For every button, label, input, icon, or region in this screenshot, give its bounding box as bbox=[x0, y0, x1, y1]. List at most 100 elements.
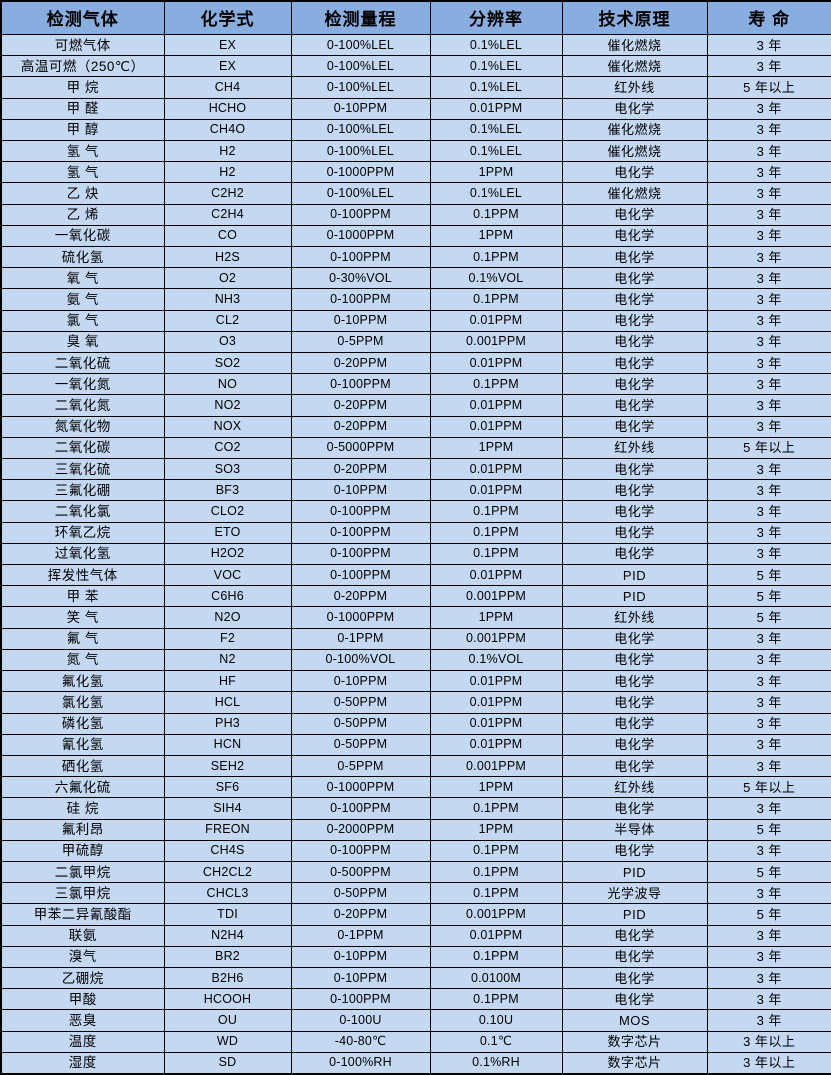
cell-resolution: 0.001PPM bbox=[429, 903, 563, 926]
table-row: 氯化氢 HCL 0-50PPM 0.01PPM 电化学 3 年 bbox=[0, 691, 831, 714]
cell-resolution: 0.1PPM bbox=[429, 373, 563, 396]
table-row: 三氧化硫 SO3 0-20PPM 0.01PPM 电化学 3 年 bbox=[0, 458, 831, 481]
cell-gas: 二氧化碳 bbox=[0, 436, 165, 460]
cell-formula: PH3 bbox=[163, 712, 292, 735]
table-row: 甲 醛 HCHO 0-10PPM 0.01PPM 电化学 3 年 bbox=[0, 97, 831, 120]
cell-technology: 催化燃烧 bbox=[561, 140, 708, 163]
cell-gas: 氮 气 bbox=[0, 648, 165, 672]
cell-lifetime: 5 年 bbox=[706, 606, 831, 629]
cell-formula: ETO bbox=[163, 521, 292, 544]
cell-formula: HCHO bbox=[163, 97, 292, 120]
cell-technology: 催化燃烧 bbox=[561, 182, 708, 205]
cell-formula: CHCL3 bbox=[163, 882, 292, 905]
cell-gas: 臭 氧 bbox=[0, 330, 165, 354]
cell-range: 0-100%LEL bbox=[290, 33, 431, 57]
cell-gas: 氟化氢 bbox=[0, 670, 165, 693]
cell-lifetime: 3 年 bbox=[706, 246, 831, 269]
cell-technology: 电化学 bbox=[561, 712, 708, 735]
cell-range: 0-50PPM bbox=[290, 882, 431, 905]
cell-range: 0-100%LEL bbox=[290, 182, 431, 205]
table-row: 溴气 BR2 0-10PPM 0.1PPM 电化学 3 年 bbox=[0, 945, 831, 968]
cell-technology: 电化学 bbox=[561, 691, 708, 714]
cell-formula: H2 bbox=[163, 161, 292, 184]
table-row: 氟 气 F2 0-1PPM 0.001PPM 电化学 3 年 bbox=[0, 627, 831, 650]
cell-lifetime: 3 年 bbox=[706, 712, 831, 735]
cell-gas: 溴气 bbox=[0, 945, 165, 968]
cell-range: 0-100PPM bbox=[290, 246, 431, 269]
cell-range: 0-100%VOL bbox=[290, 648, 431, 672]
table-row: 甲酸 HCOOH 0-100PPM 0.1PPM 电化学 3 年 bbox=[0, 988, 831, 1011]
cell-lifetime: 3 年 bbox=[706, 945, 831, 968]
table-row: 甲硫醇 CH4S 0-100PPM 0.1PPM 电化学 3 年 bbox=[0, 839, 831, 862]
cell-lifetime: 3 年 bbox=[706, 288, 831, 311]
cell-lifetime: 3 年 bbox=[706, 521, 831, 544]
table-row: 恶臭 OU 0-100U 0.10U MOS 3 年 bbox=[0, 1009, 831, 1032]
cell-lifetime: 3 年 bbox=[706, 797, 831, 820]
cell-gas: 氰化氢 bbox=[0, 733, 165, 756]
cell-gas: 甲 苯 bbox=[0, 585, 165, 608]
cell-range: 0-100PPM bbox=[290, 839, 431, 862]
cell-technology: 催化燃烧 bbox=[561, 118, 708, 142]
cell-resolution: 0.001PPM bbox=[429, 627, 563, 650]
cell-gas: 乙 烯 bbox=[0, 203, 165, 226]
cell-formula: HCN bbox=[163, 733, 292, 756]
header-row: 检测气体 化学式 检测量程 分辨率 技术原理 寿 命 bbox=[0, 0, 831, 35]
cell-formula: CH4S bbox=[163, 839, 292, 862]
cell-resolution: 1PPM bbox=[429, 161, 563, 184]
cell-technology: 电化学 bbox=[561, 797, 708, 820]
table-row: 氟化氢 HF 0-10PPM 0.01PPM 电化学 3 年 bbox=[0, 670, 831, 693]
cell-resolution: 0.01PPM bbox=[429, 712, 563, 735]
cell-range: 0-50PPM bbox=[290, 691, 431, 714]
cell-formula: B2H6 bbox=[163, 966, 292, 990]
cell-range: 0-100PPM bbox=[290, 797, 431, 820]
cell-range: 0-100%LEL bbox=[290, 55, 431, 78]
cell-lifetime: 5 年以上 bbox=[706, 436, 831, 460]
cell-technology: 电化学 bbox=[561, 648, 708, 672]
cell-resolution: 0.01PPM bbox=[429, 691, 563, 714]
cell-range: 0-100PPM bbox=[290, 988, 431, 1011]
cell-resolution: 1PPM bbox=[429, 606, 563, 629]
cell-lifetime: 5 年以上 bbox=[706, 76, 831, 99]
cell-resolution: 0.01PPM bbox=[429, 479, 563, 502]
table-row: 甲 烷 CH4 0-100%LEL 0.1%LEL 红外线 5 年以上 bbox=[0, 76, 831, 99]
cell-gas: 甲酸 bbox=[0, 988, 165, 1011]
cell-resolution: 0.1PPM bbox=[429, 521, 563, 544]
cell-formula: O2 bbox=[163, 267, 292, 290]
cell-technology: PID bbox=[561, 585, 708, 608]
cell-technology: 电化学 bbox=[561, 97, 708, 120]
cell-lifetime: 3 年 bbox=[706, 203, 831, 226]
cell-gas: 二氧化氮 bbox=[0, 394, 165, 417]
cell-technology: PID bbox=[561, 903, 708, 926]
cell-lifetime: 3 年 bbox=[706, 55, 831, 78]
cell-resolution: 0.1%LEL bbox=[429, 55, 563, 78]
cell-formula: CO2 bbox=[163, 436, 292, 460]
cell-resolution: 0.1%LEL bbox=[429, 118, 563, 142]
cell-formula: SD bbox=[163, 1051, 292, 1075]
cell-lifetime: 3 年 bbox=[706, 691, 831, 714]
cell-technology: PID bbox=[561, 860, 708, 884]
cell-lifetime: 3 年 bbox=[706, 97, 831, 120]
cell-lifetime: 3 年 bbox=[706, 542, 831, 566]
cell-formula: C2H2 bbox=[163, 182, 292, 205]
cell-gas: 氮氧化物 bbox=[0, 415, 165, 438]
table-row: 挥发性气体 VOC 0-100PPM 0.01PPM PID 5 年 bbox=[0, 564, 831, 587]
cell-resolution: 0.01PPM bbox=[429, 564, 563, 587]
cell-formula: SEH2 bbox=[163, 754, 292, 778]
cell-gas: 挥发性气体 bbox=[0, 564, 165, 587]
cell-range: 0-1PPM bbox=[290, 627, 431, 650]
cell-formula: NOX bbox=[163, 415, 292, 438]
cell-lifetime: 3 年 bbox=[706, 924, 831, 947]
cell-formula: H2S bbox=[163, 246, 292, 269]
cell-formula: NO bbox=[163, 373, 292, 396]
cell-resolution: 0.01PPM bbox=[429, 352, 563, 375]
cell-lifetime: 3 年 bbox=[706, 458, 831, 481]
table-row: 氰化氢 HCN 0-50PPM 0.01PPM 电化学 3 年 bbox=[0, 733, 831, 756]
cell-range: 0-100PPM bbox=[290, 521, 431, 544]
cell-gas: 甲苯二异氰酸酯 bbox=[0, 903, 165, 926]
cell-resolution: 0.1%VOL bbox=[429, 648, 563, 672]
cell-technology: 电化学 bbox=[561, 352, 708, 375]
cell-technology: 电化学 bbox=[561, 373, 708, 396]
cell-gas: 三氯甲烷 bbox=[0, 882, 165, 905]
cell-range: 0-5PPM bbox=[290, 330, 431, 354]
cell-range: 0-100PPM bbox=[290, 373, 431, 396]
